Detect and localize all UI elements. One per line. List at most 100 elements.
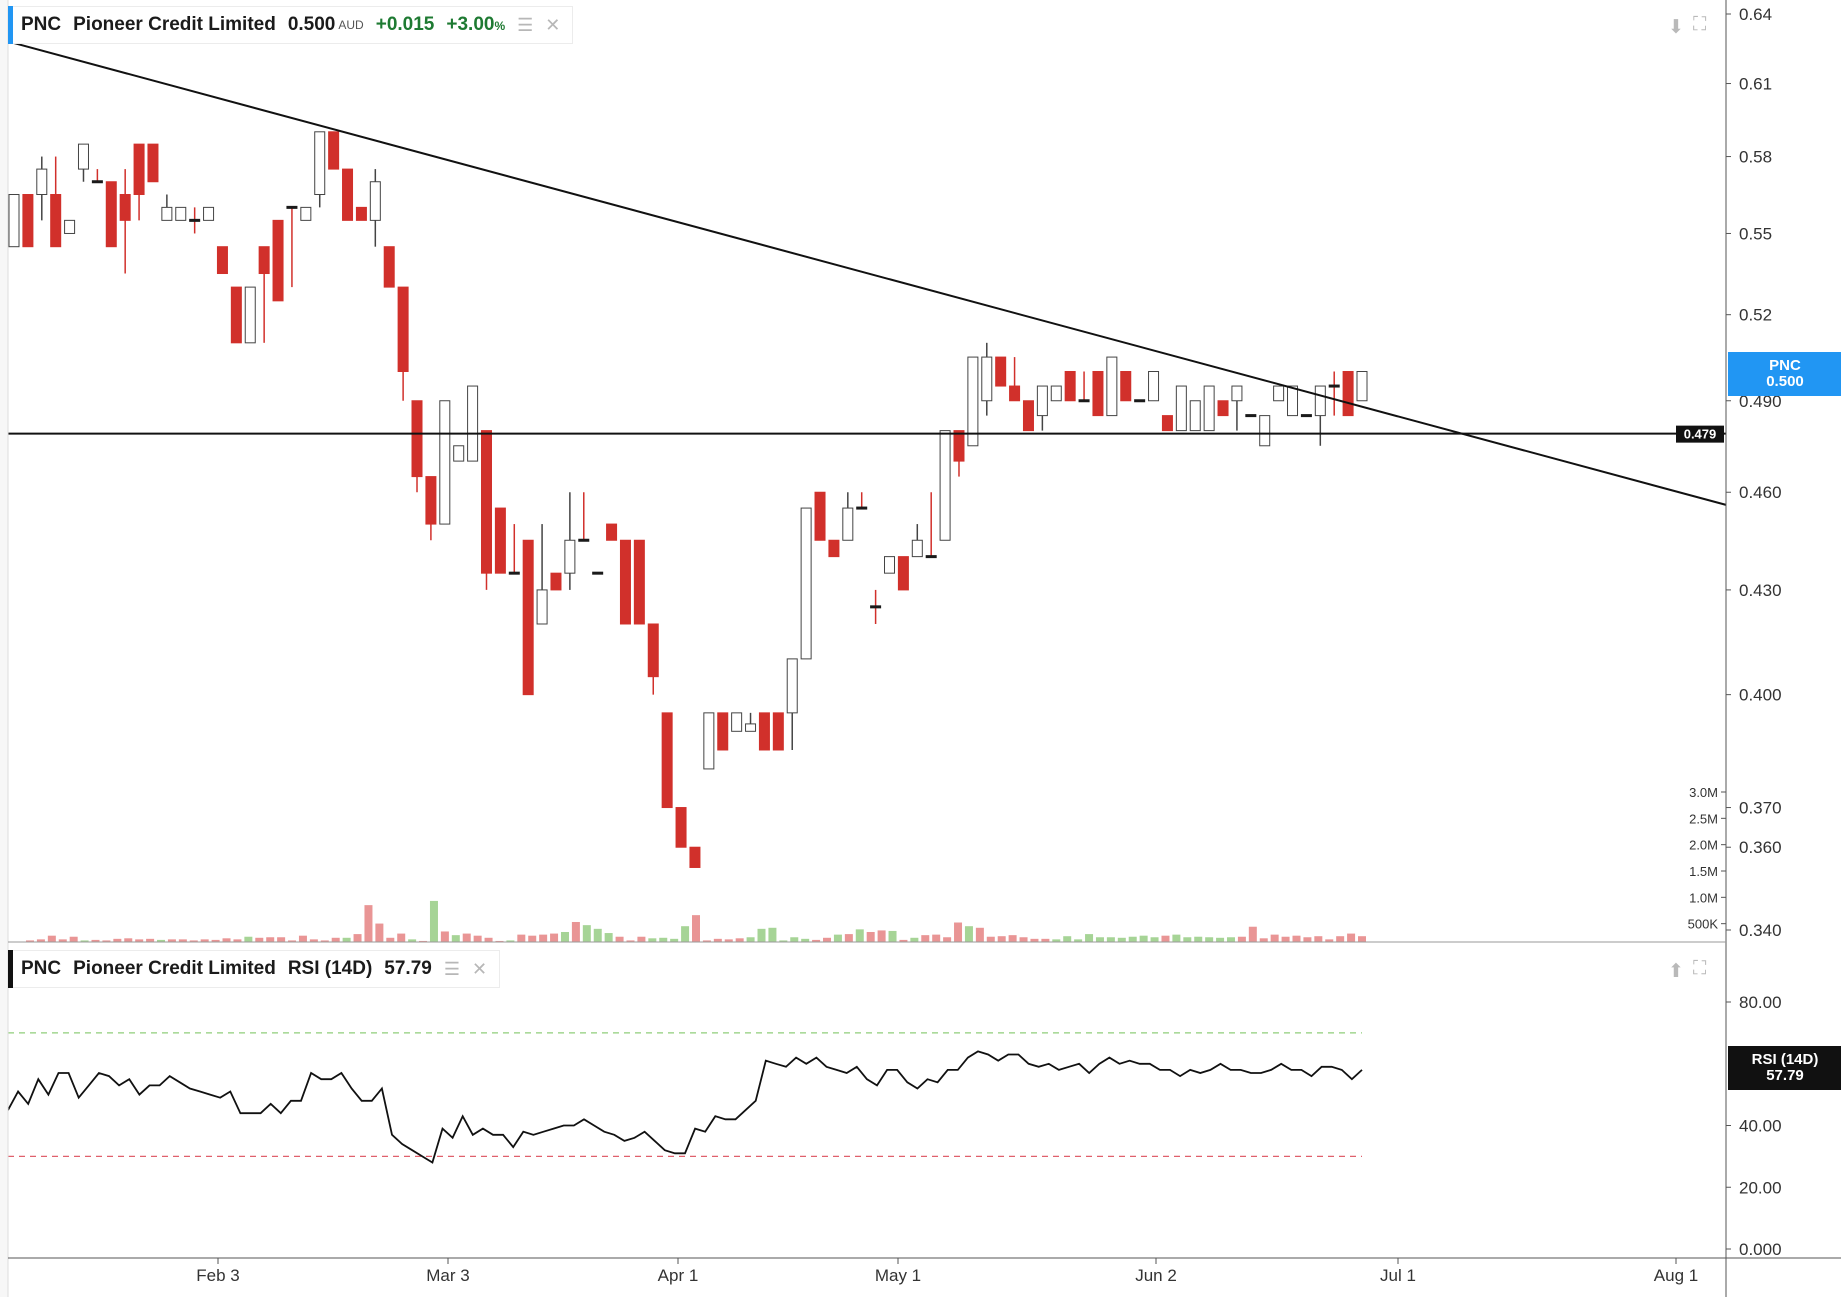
- candle-body: [1064, 370, 1076, 402]
- volume-bar: [320, 940, 329, 942]
- volume-bar: [80, 940, 89, 942]
- candle-body: [36, 168, 48, 196]
- fullscreen-icon[interactable]: ⛶: [1693, 958, 1707, 979]
- volume-bar: [964, 926, 973, 942]
- candle-body: [258, 246, 270, 275]
- volume-bar: [1019, 937, 1028, 942]
- candle-body: [8, 194, 20, 248]
- volume-bar: [801, 938, 810, 942]
- volume-bar: [975, 927, 984, 942]
- volume-bar: [659, 937, 668, 942]
- price-tick-label: 0.340: [1739, 921, 1782, 940]
- layers-icon[interactable]: ☰: [517, 14, 534, 35]
- candle-body: [1120, 370, 1132, 402]
- volume-bar: [1270, 934, 1279, 942]
- volume-bar: [670, 938, 679, 942]
- drawing-lines: 0.479: [7, 40, 1727, 506]
- volume-bar: [888, 930, 897, 942]
- volume-bar: [702, 940, 711, 942]
- volume-bar: [1194, 936, 1203, 942]
- candle-body: [22, 194, 34, 248]
- close-icon[interactable]: ✕: [471, 958, 488, 979]
- candle-body: [230, 286, 242, 344]
- volume-bar: [571, 921, 580, 942]
- volume-bar: [157, 939, 166, 942]
- volume-bar: [681, 926, 690, 942]
- candle-body: [425, 476, 437, 525]
- legend-price: 0.500: [287, 14, 336, 35]
- close-icon[interactable]: ✕: [545, 14, 561, 35]
- candle-body: [383, 246, 395, 288]
- x-tick-label: Apr 1: [658, 1266, 699, 1285]
- volume-bar: [1161, 935, 1170, 942]
- candle-body: [703, 712, 715, 770]
- candle-body: [355, 206, 367, 221]
- candle-body: [1022, 400, 1034, 432]
- volume-bar: [954, 922, 963, 942]
- candle-body: [911, 539, 923, 558]
- volume-tick-label: 2.5M: [1689, 811, 1718, 826]
- candle-body: [147, 143, 159, 183]
- candle-body: [1314, 385, 1326, 417]
- candle-body: [64, 219, 76, 234]
- rsi-legend: PNC Pioneer Credit Limited RSI (14D) 57.…: [8, 950, 501, 988]
- price-tick-label: 0.370: [1739, 799, 1782, 818]
- x-tick-label: Jun 2: [1135, 1266, 1177, 1285]
- candle-body: [1328, 384, 1340, 388]
- candle-body: [1134, 399, 1146, 403]
- candle-body: [439, 400, 451, 525]
- volume-tick-label: 500K: [1688, 917, 1719, 932]
- volume-bar: [1095, 937, 1104, 942]
- download-icon[interactable]: ⬇: [1668, 17, 1684, 38]
- volume-bar: [593, 928, 602, 942]
- candle-body: [494, 507, 506, 574]
- volume-bar: [429, 900, 438, 942]
- axis-labels: 0.64 0.61 0.58 0.55 0.52 0.490 0.460 0.430 0.400…: [196, 5, 1841, 1285]
- candle-body: [870, 605, 882, 609]
- volume-bar: [1041, 938, 1050, 942]
- candle-body: [91, 180, 103, 184]
- candle-body: [175, 206, 187, 221]
- volume-bar: [451, 935, 460, 942]
- candle-body: [814, 491, 826, 541]
- candle-body: [397, 286, 409, 372]
- volume-bar: [1074, 939, 1083, 942]
- rsi-line: [7, 1050, 1363, 1164]
- candle-body: [786, 658, 798, 714]
- candle-body: [77, 143, 89, 170]
- volume-bar: [1281, 936, 1290, 942]
- last-price-badge: [1728, 352, 1841, 396]
- candle-body: [203, 206, 215, 221]
- volume-bar: [222, 938, 231, 942]
- volume-bar: [124, 938, 133, 942]
- candle-body: [606, 523, 618, 541]
- volume-bar: [26, 940, 34, 942]
- x-tick-label: Jul 1: [1380, 1266, 1416, 1285]
- volume-bar: [113, 938, 122, 942]
- candle-body: [536, 589, 548, 625]
- candle-body: [1161, 415, 1173, 432]
- x-tick-label: May 1: [875, 1266, 921, 1285]
- left-margin: [0, 0, 8, 1297]
- volume-bar: [932, 934, 941, 942]
- layers-icon[interactable]: ☰: [443, 958, 460, 979]
- fullscreen-icon[interactable]: ⛶: [1693, 14, 1707, 35]
- volume-bar: [495, 940, 504, 942]
- upload-icon[interactable]: ⬆: [1668, 961, 1684, 982]
- trendline: [7, 40, 1727, 506]
- candle-body: [828, 539, 840, 558]
- candle-body: [884, 556, 896, 574]
- candle-body: [661, 712, 673, 809]
- volume-bar: [1314, 936, 1323, 942]
- volume-bar: [1063, 936, 1072, 942]
- volume-bar: [735, 938, 744, 942]
- rsi-badge-name: RSI (14D): [1752, 1051, 1819, 1068]
- legend-company-name: Pioneer Credit Limited: [73, 14, 276, 35]
- last-price-symbol: PNC: [1769, 357, 1801, 374]
- volume-bar: [615, 936, 624, 942]
- candle-body: [1092, 370, 1104, 417]
- price-tick-label: 0.360: [1739, 838, 1782, 857]
- volume-bar: [779, 940, 788, 942]
- volume-bar: [550, 933, 559, 942]
